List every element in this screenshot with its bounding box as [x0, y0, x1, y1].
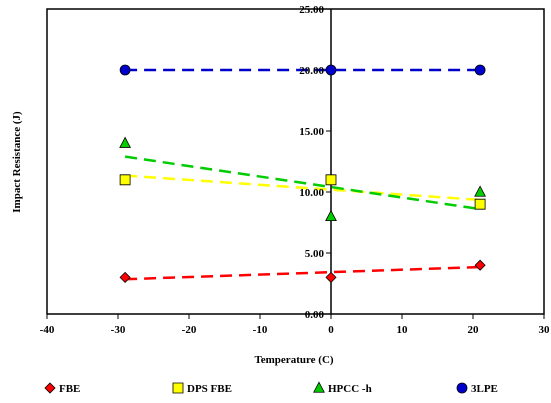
- legend-marker-diamond: [44, 382, 56, 394]
- trendline-3: [124, 155, 481, 211]
- data-point-square: [325, 174, 337, 186]
- data-point-diamond: [325, 271, 337, 283]
- y-tick-label: 25.00: [299, 4, 324, 16]
- data-point-diamond: [119, 271, 131, 283]
- x-tick-label: -10: [253, 324, 268, 336]
- data-point-triangle: [474, 185, 487, 197]
- legend: FBE DPS FBE HPCC -h 3LPE: [44, 381, 498, 395]
- y-tick-label: 0.00: [305, 309, 325, 321]
- x-tick-label: 30: [539, 324, 551, 336]
- x-tick-label: 0: [328, 324, 334, 336]
- data-point-triangle: [119, 136, 132, 148]
- y-tick-labels: 0.00 5.00 10.00 15.00 20.00 25.00: [299, 4, 324, 321]
- legend-marker-square: [172, 382, 184, 394]
- data-point-circle: [474, 64, 486, 76]
- data-point-square: [119, 174, 131, 186]
- x-tick-label: 10: [397, 324, 409, 336]
- legend-marker-circle: [456, 382, 468, 394]
- trendlines: [124, 68, 481, 281]
- data-point-circle: [325, 64, 337, 76]
- legend-label: DPS FBE: [187, 383, 232, 395]
- x-tick-labels: -40 -30 -20 -10 0 10 20 30: [40, 324, 550, 336]
- data-point-triangle: [325, 209, 337, 222]
- data-point-diamond: [474, 259, 486, 271]
- y-axis-title: Impact Resistance (J): [11, 111, 23, 213]
- x-axis-title: Temperature (C): [254, 354, 333, 366]
- y-tick-label: 5.00: [305, 248, 325, 260]
- x-ticks: [46, 314, 545, 319]
- trendline-1: [125, 265, 481, 281]
- legend-marker-triangle: [313, 381, 325, 393]
- trendline-2: [125, 174, 481, 202]
- data-point-square: [474, 198, 486, 210]
- x-tick-label: 20: [468, 324, 480, 336]
- x-tick-label: -30: [111, 324, 126, 336]
- plot-area: [46, 8, 545, 315]
- x-tick-label: -20: [182, 324, 197, 336]
- markers: [119, 64, 487, 283]
- data-point-circle: [119, 64, 131, 76]
- x-tick-label: -40: [40, 324, 55, 336]
- legend-label: 3LPE: [471, 383, 498, 395]
- legend-label: FBE: [59, 383, 80, 395]
- y-tick-label: 15.00: [299, 126, 324, 138]
- y-tick-label: 10.00: [299, 187, 324, 199]
- legend-label: HPCC -h: [328, 383, 372, 395]
- y-tick-label: 20.00: [299, 65, 324, 77]
